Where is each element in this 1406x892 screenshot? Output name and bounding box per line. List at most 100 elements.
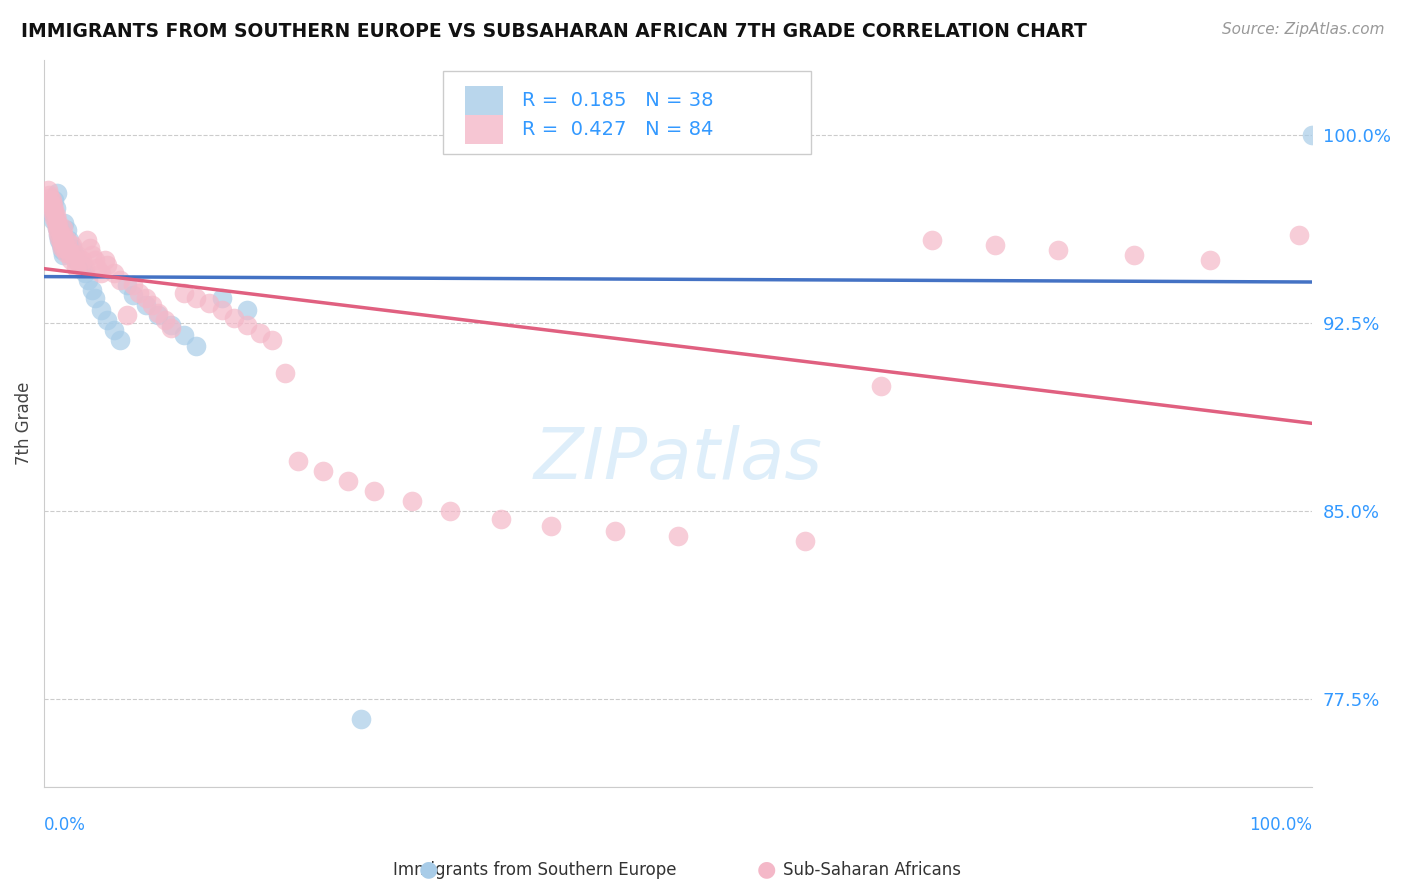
Point — [45, 213, 67, 227]
Point — [82, 283, 104, 297]
Point — [186, 338, 208, 352]
Point — [70, 253, 93, 268]
Point — [66, 248, 89, 262]
Point — [51, 241, 73, 255]
Text: R =  0.427   N = 84: R = 0.427 N = 84 — [522, 120, 713, 138]
Point — [42, 205, 65, 219]
Point — [287, 454, 309, 468]
Point — [46, 218, 69, 232]
Point — [77, 273, 100, 287]
Point — [53, 241, 76, 255]
Point — [41, 205, 63, 219]
FancyBboxPatch shape — [465, 114, 503, 144]
Point — [121, 278, 143, 293]
Point — [141, 298, 163, 312]
Text: ZIPatlas: ZIPatlas — [533, 425, 823, 494]
Point — [115, 309, 138, 323]
Point — [186, 291, 208, 305]
Point — [79, 241, 101, 255]
Point — [262, 334, 284, 348]
Point — [52, 248, 75, 262]
Point — [211, 303, 233, 318]
Point — [76, 233, 98, 247]
Point — [73, 260, 96, 275]
Text: ●: ● — [419, 860, 439, 880]
Point — [103, 323, 125, 337]
Point — [44, 193, 66, 207]
Point — [49, 235, 72, 250]
Point — [62, 245, 84, 260]
Point — [70, 258, 93, 272]
Text: 0.0%: 0.0% — [44, 816, 86, 834]
Text: ●: ● — [756, 860, 776, 880]
Text: 100.0%: 100.0% — [1249, 816, 1312, 834]
Point — [58, 233, 80, 247]
Point — [58, 241, 80, 255]
Point — [103, 266, 125, 280]
Point — [108, 273, 131, 287]
Point — [56, 223, 79, 237]
Point — [73, 266, 96, 280]
Point — [52, 228, 75, 243]
Point — [274, 366, 297, 380]
Point — [94, 253, 117, 268]
Point — [63, 253, 86, 268]
Point — [115, 278, 138, 293]
Point — [1199, 253, 1222, 268]
Point — [45, 186, 67, 200]
Point — [148, 309, 170, 323]
Point — [49, 228, 72, 243]
Point — [38, 188, 60, 202]
Point — [49, 238, 72, 252]
Point — [337, 474, 360, 488]
Point — [350, 712, 373, 726]
Text: Sub-Saharan Africans: Sub-Saharan Africans — [783, 861, 960, 879]
Point — [135, 291, 157, 305]
Point — [52, 220, 75, 235]
Point — [39, 198, 62, 212]
Point — [41, 193, 63, 207]
Point — [59, 253, 82, 268]
Point — [60, 238, 83, 252]
Text: Source: ZipAtlas.com: Source: ZipAtlas.com — [1222, 22, 1385, 37]
Point — [58, 245, 80, 260]
Point — [65, 260, 87, 275]
Point — [173, 328, 195, 343]
Point — [401, 494, 423, 508]
Point — [55, 245, 77, 260]
Point — [236, 318, 259, 333]
Point — [45, 220, 67, 235]
Point — [53, 216, 76, 230]
Point — [46, 228, 69, 243]
Point — [1123, 248, 1146, 262]
Point — [42, 213, 65, 227]
Point — [603, 524, 626, 538]
Point — [198, 296, 221, 310]
Y-axis label: 7th Grade: 7th Grade — [15, 382, 32, 465]
Point — [90, 266, 112, 280]
Point — [160, 318, 183, 333]
Point — [39, 195, 62, 210]
Point — [439, 504, 461, 518]
Point — [46, 226, 69, 240]
Text: R =  0.185   N = 38: R = 0.185 N = 38 — [522, 91, 714, 111]
Point — [42, 198, 65, 212]
Point — [96, 313, 118, 327]
Point — [44, 211, 66, 225]
Point — [211, 291, 233, 305]
Point — [153, 313, 176, 327]
Point — [69, 258, 91, 272]
Point — [48, 230, 70, 244]
Text: IMMIGRANTS FROM SOUTHERN EUROPE VS SUBSAHARAN AFRICAN 7TH GRADE CORRELATION CHAR: IMMIGRANTS FROM SOUTHERN EUROPE VS SUBSA… — [21, 22, 1087, 41]
Point — [53, 233, 76, 247]
Point — [44, 201, 66, 215]
Point — [1288, 228, 1310, 243]
Point — [540, 519, 562, 533]
Point — [60, 241, 83, 255]
Point — [39, 190, 62, 204]
FancyBboxPatch shape — [465, 87, 503, 115]
Point — [45, 220, 67, 235]
Point — [160, 321, 183, 335]
Point — [44, 216, 66, 230]
Point — [312, 464, 335, 478]
